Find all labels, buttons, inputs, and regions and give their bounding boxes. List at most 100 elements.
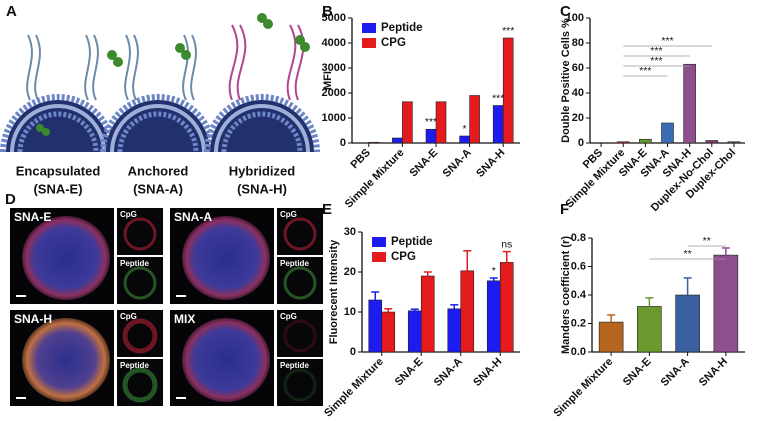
significance: * <box>492 265 496 277</box>
significance: * <box>463 123 467 135</box>
y-tick-label: 0 <box>578 137 584 149</box>
y-tick-label: 3000 <box>322 62 346 74</box>
y-tick-label: 0 <box>350 346 356 358</box>
y-tick-label: 40 <box>572 87 584 99</box>
bar <box>407 310 422 353</box>
x-tick-label: Simple Mixture <box>343 147 407 211</box>
panel-letter: C <box>560 3 571 20</box>
significance: *** <box>639 65 651 77</box>
x-tick-label: Simple Mixture <box>322 356 386 420</box>
panel-letter: D <box>5 191 16 208</box>
bar <box>381 311 396 353</box>
bar <box>425 128 437 144</box>
bar <box>499 262 514 353</box>
bar <box>639 138 652 144</box>
bar <box>616 141 630 144</box>
significance: ** <box>703 235 711 247</box>
inset-label: Peptide <box>280 361 309 370</box>
inset-signal <box>122 318 158 354</box>
y-axis-label: Fluorecent Intensity <box>328 239 340 344</box>
inset-signal <box>123 217 157 251</box>
bar <box>460 270 475 353</box>
y-axis-label: Double Positive Cells % <box>560 18 572 143</box>
y-tick-label: 1000 <box>322 112 346 124</box>
bar <box>402 101 413 144</box>
bar <box>683 63 696 144</box>
y-tick-label: 60 <box>572 62 584 74</box>
cell <box>22 318 110 402</box>
y-tick-label: 0 <box>340 137 346 149</box>
inset-label: Peptide <box>120 259 149 268</box>
inset-signal <box>283 217 317 251</box>
x-tick-label: SNA-E <box>621 356 654 389</box>
y-tick-label: 20 <box>344 266 356 278</box>
inset-label: CpG <box>120 312 137 321</box>
bar <box>447 308 462 353</box>
y-tick-label: 20 <box>572 112 584 124</box>
image-label: SNA-H <box>14 312 52 326</box>
y-tick-label: 30 <box>344 226 356 238</box>
inset-label: CpG <box>120 210 137 219</box>
bar <box>486 280 501 353</box>
bar <box>705 140 719 144</box>
bar <box>598 321 624 353</box>
legend-swatch <box>372 252 386 262</box>
construct-label: (SNA-H) <box>237 181 287 196</box>
y-tick-label: 5000 <box>322 12 346 24</box>
y-axis-label: MFI <box>322 71 334 90</box>
y-tick-label: 0.0 <box>571 346 586 358</box>
inset-label: Peptide <box>280 259 309 268</box>
bar <box>368 299 383 353</box>
inset <box>277 359 323 406</box>
inset-label: Peptide <box>120 361 149 370</box>
legend-label: Peptide <box>381 22 423 34</box>
significance: ** <box>684 248 692 260</box>
legend-label: CPG <box>391 251 416 263</box>
cell <box>182 318 270 402</box>
panel-letter: A <box>6 3 17 20</box>
inset-label: CpG <box>280 312 297 321</box>
significance: *** <box>650 45 662 57</box>
significance: *** <box>502 25 514 37</box>
cell <box>22 216 110 300</box>
x-tick-label: PBS <box>348 147 372 171</box>
y-tick-label: 4000 <box>322 37 346 49</box>
x-tick-label: SNA-E <box>407 147 440 180</box>
bar <box>435 101 447 144</box>
bar <box>420 275 435 353</box>
x-tick-label: SNA-H <box>697 356 730 389</box>
bar <box>637 306 662 353</box>
bar <box>368 141 380 144</box>
panel-letter: B <box>322 3 333 20</box>
bar <box>713 254 739 353</box>
image-label: SNA-E <box>14 210 51 224</box>
y-tick-label: 0.2 <box>571 317 586 329</box>
construct-label: (SNA-A) <box>133 181 183 196</box>
y-tick-label: 2000 <box>322 87 346 99</box>
legend-swatch <box>362 23 376 33</box>
image-label: MIX <box>174 312 195 326</box>
significance: *** <box>492 92 504 104</box>
bar <box>502 37 514 144</box>
panel-letter: F <box>560 201 569 218</box>
inset-label: CpG <box>280 210 297 219</box>
bar <box>469 95 480 144</box>
x-tick-label: SNA-H <box>474 147 507 180</box>
bar <box>675 294 700 353</box>
inset-signal <box>123 266 157 300</box>
y-tick-label: 10 <box>344 306 356 318</box>
significance: *** <box>661 35 673 47</box>
y-axis-label: Manders coefficient (r) <box>560 236 572 354</box>
x-tick-label: SNA-H <box>471 356 504 389</box>
significance: *** <box>425 116 437 128</box>
y-tick-label: 0.8 <box>571 232 586 244</box>
inset-signal <box>283 319 317 353</box>
bar <box>392 137 403 144</box>
inset-signal <box>122 367 158 403</box>
y-tick-label: 0.4 <box>571 289 587 301</box>
bar <box>727 141 741 144</box>
legend-label: CPG <box>381 37 406 49</box>
significance: *** <box>650 55 662 67</box>
inset <box>277 310 323 357</box>
